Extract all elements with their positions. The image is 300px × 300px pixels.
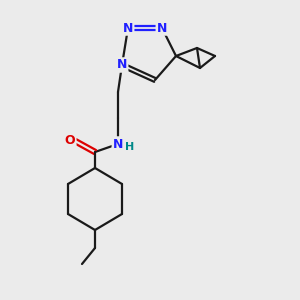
Text: N: N — [117, 58, 127, 71]
Text: N: N — [157, 22, 167, 34]
Text: N: N — [123, 22, 133, 34]
Text: O: O — [65, 134, 75, 148]
Text: N: N — [113, 137, 123, 151]
Text: H: H — [125, 142, 135, 152]
